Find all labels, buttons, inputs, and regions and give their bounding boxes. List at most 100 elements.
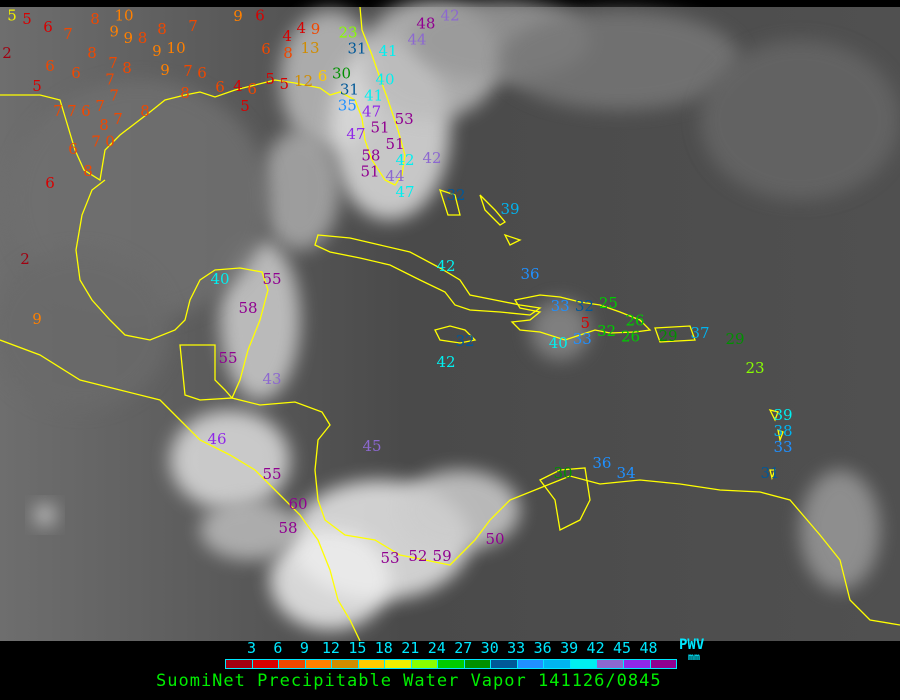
station-pwv-label: 6: [255, 7, 265, 25]
legend-swatch: [305, 660, 333, 668]
station-pwv-label: 59: [433, 547, 452, 565]
station-pwv-label: 2: [2, 44, 12, 62]
station-pwv-label: 58: [238, 299, 257, 317]
station-labels: 5 5 6 78 109 9 89 108 79 626 687 8 9 7 65 77 8 6 4 657 7 6 7 87…: [2, 7, 792, 568]
station-pwv-label: 23: [338, 23, 357, 41]
station-pwv-label: 10: [167, 39, 186, 57]
station-pwv-label: 5: [265, 70, 275, 88]
legend-tick: 45: [613, 639, 632, 657]
station-pwv-label: 51: [370, 119, 389, 137]
station-pwv-label: 38: [773, 422, 792, 440]
coastline: [0, 6, 406, 186]
station-pwv-label: 7: [53, 102, 63, 120]
station-pwv-label: 5: [32, 77, 42, 95]
coastline: [503, 233, 522, 246]
cloud: [35, 505, 55, 525]
station-pwv-label: 7: [113, 110, 123, 128]
station-pwv-label: 9: [109, 23, 119, 41]
station-pwv-label: 6: [81, 102, 91, 120]
station-pwv-label: 42: [436, 353, 455, 371]
station-pwv-label: 4: [282, 27, 292, 45]
station-pwv-label: 8: [180, 84, 190, 102]
legend-tick: 39: [560, 639, 579, 657]
station-pwv-label: 6: [71, 64, 81, 82]
station-pwv-label: 6: [45, 174, 55, 192]
station-pwv-label: 6: [43, 18, 53, 36]
station-pwv-label: 31: [340, 81, 359, 99]
station-pwv-label: 6: [247, 80, 257, 98]
station-pwv-label: 60: [288, 495, 307, 513]
cloud: [530, 300, 590, 360]
station-pwv-label: 55: [262, 465, 281, 483]
station-pwv-label: 5: [240, 97, 250, 115]
station-pwv-label: 8: [83, 162, 93, 180]
station-pwv-label: 8: [140, 102, 150, 120]
station-pwv-label: 32: [597, 322, 616, 340]
coastline: [179, 344, 234, 401]
station-pwv-label: 47: [362, 103, 381, 121]
station-pwv-label: 47: [346, 125, 365, 143]
station-pwv-label: 26: [621, 328, 640, 346]
legend-tick: 18: [374, 639, 393, 657]
station-pwv-label: 52: [408, 547, 427, 565]
legend-tick: 30: [480, 639, 499, 657]
station-pwv-label: 8: [87, 44, 97, 62]
station-pwv-label: 48: [416, 14, 435, 32]
station-pwv-label: 47: [395, 183, 414, 201]
station-pwv-label: 36: [520, 265, 539, 283]
station-pwv-label: 4: [297, 19, 307, 37]
station-pwv-label: 35: [338, 97, 357, 115]
station-pwv-label: 33: [573, 330, 592, 348]
station-pwv-label: 33: [551, 297, 570, 315]
legend-tick: 27: [454, 639, 473, 657]
station-pwv-label: 7: [95, 97, 105, 115]
cloud: [200, 500, 300, 560]
legend-tick: 33: [507, 639, 526, 657]
station-pwv-label: 42: [395, 151, 414, 169]
station-pwv-label: 8: [138, 29, 148, 47]
station-pwv-label: 40: [375, 71, 394, 89]
coastline: [768, 409, 779, 422]
station-pwv-label: 4: [233, 77, 243, 95]
station-pwv-label: 9: [311, 20, 321, 38]
station-pwv-label: 44: [407, 31, 426, 49]
coastline: [438, 188, 461, 216]
legend-swatch: [411, 660, 439, 668]
station-pwv-label: 8: [157, 20, 167, 38]
station-pwv-label: 6: [45, 57, 55, 75]
station-pwv-label: 40: [549, 334, 568, 352]
legend-swatch: [623, 660, 651, 668]
legend-tick: 21: [401, 639, 420, 657]
station-pwv-label: 6: [318, 67, 328, 85]
legend-swatch: [491, 660, 518, 668]
station-pwv-label: 9: [152, 42, 162, 60]
station-pwv-label: 29: [658, 327, 677, 345]
coastlines: [0, 6, 900, 641]
legend-swatch: [650, 660, 677, 668]
cloud: [800, 470, 880, 590]
satellite-map: 5 5 6 78 109 9 89 108 79 626 687 8 9 7 65 77 8 6 4 657 7 6 7 87…: [0, 0, 900, 641]
legend-tick: 9: [299, 639, 309, 657]
legend-swatch: [597, 660, 624, 668]
coastline: [0, 339, 361, 641]
station-pwv-label: 9: [160, 61, 170, 79]
station-pwv-label: 5: [7, 7, 17, 25]
station-pwv-label: 7: [63, 25, 73, 43]
station-pwv-label: 51: [386, 135, 405, 153]
legend-swatch: [332, 660, 359, 668]
station-pwv-label: 7: [91, 133, 101, 151]
station-pwv-label: 41: [378, 42, 397, 60]
station-pwv-label: 7: [109, 87, 119, 105]
cloud: [170, 410, 290, 510]
cloud: [0, 250, 170, 410]
legend-swatch: [252, 660, 280, 668]
coastline: [314, 234, 542, 316]
station-pwv-label: 45: [362, 437, 381, 455]
cloud: [400, 470, 520, 550]
station-pwv-label: 46: [207, 430, 226, 448]
coastline: [479, 194, 506, 226]
legend-tick: 15: [348, 639, 367, 657]
coastline: [777, 428, 784, 443]
station-pwv-label: 32: [446, 186, 465, 204]
cloud: [260, 130, 340, 250]
